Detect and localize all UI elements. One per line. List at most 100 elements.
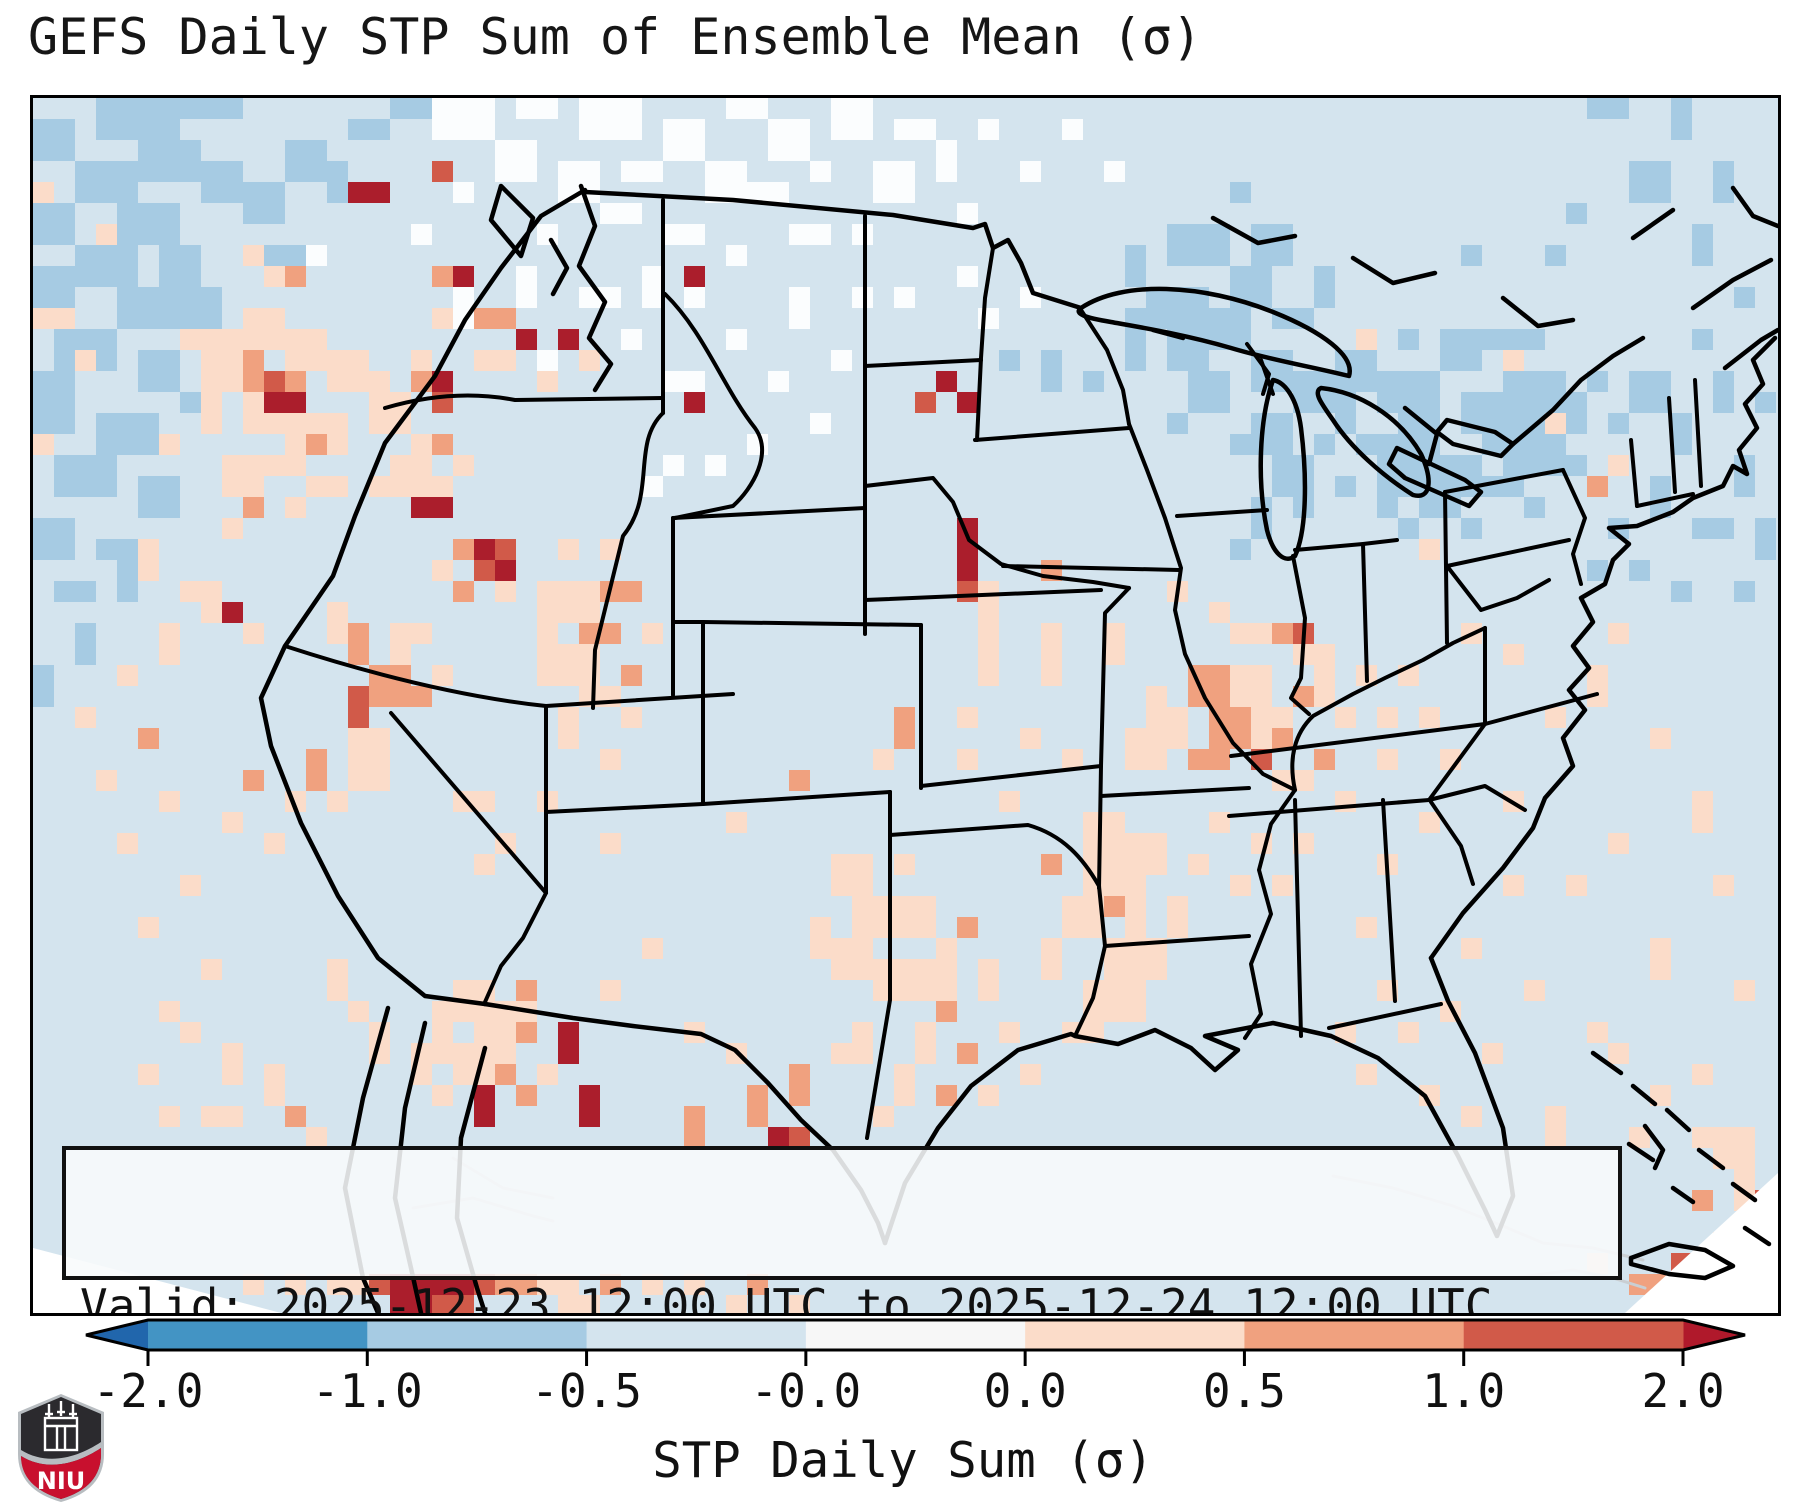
grid-cell [1272, 728, 1293, 749]
grid-cell [1167, 413, 1188, 434]
grid-cell [453, 539, 474, 560]
lake-ontario [1434, 417, 1516, 459]
grid-cell [1167, 707, 1188, 749]
colorbar-tick-label: -0.5 [531, 1364, 642, 1418]
grid-cell [726, 245, 747, 266]
us-coastline [258, 183, 1778, 1313]
grid-cell [1503, 875, 1524, 896]
grid-cell [264, 455, 306, 476]
grid-cell [75, 350, 96, 371]
grid-cell [1377, 749, 1398, 770]
grid-cell [1146, 833, 1167, 875]
grid-cell [978, 1085, 999, 1106]
grid-cell [54, 581, 96, 602]
grid-cell [1398, 1022, 1419, 1043]
colorbar-segment [367, 1320, 588, 1350]
grid-cell [600, 980, 621, 1001]
colorbar-segment [586, 1320, 807, 1350]
grid-cell [474, 560, 495, 581]
grid-cell [390, 623, 432, 644]
grid-cell [474, 350, 516, 371]
grid-cell [1188, 854, 1209, 875]
grid-cell [222, 602, 243, 623]
grid-cell [159, 434, 180, 455]
grid-cell [54, 455, 117, 497]
grid-cell [978, 959, 999, 1001]
grid-cell [1440, 329, 1482, 371]
grid-cell [285, 371, 306, 392]
grid-cell [1272, 875, 1293, 896]
map-panel: Valid: 2025-12-23 12:00 UTC to 2025-12-2… [30, 95, 1781, 1316]
grid-cell [957, 1043, 978, 1064]
grid-cell [348, 1001, 369, 1022]
grid-cell [726, 1295, 747, 1313]
grid-cell [579, 350, 600, 371]
grid-cell [243, 350, 264, 392]
grid-cell [243, 497, 264, 518]
grid-cell [1335, 392, 1356, 434]
grid-cell [33, 665, 54, 707]
grid-cell [33, 119, 75, 161]
grid-cell [1566, 455, 1587, 476]
grid-cell [1524, 980, 1545, 1001]
grid-cell [915, 896, 936, 938]
grid-cell [264, 266, 285, 287]
grid-cell [243, 623, 264, 644]
grid-cell [768, 371, 789, 392]
grid-cell [978, 581, 999, 686]
grid-cell [1524, 497, 1545, 518]
grid-cell [1461, 245, 1482, 266]
grid-cell [1545, 245, 1566, 266]
grid-cell [705, 455, 726, 476]
grid-cell [495, 308, 516, 329]
grid-cell [621, 329, 642, 350]
grid-cell [306, 434, 327, 455]
grid-cell [474, 854, 495, 875]
niu-logo-text: NIU [37, 1467, 86, 1495]
grid-cell [138, 539, 159, 581]
grid-cell [327, 602, 348, 644]
grid-cell [159, 1001, 180, 1022]
grid-cell [642, 623, 663, 644]
grid-cell [390, 665, 411, 707]
grid-cell [1545, 707, 1566, 728]
grid-cell [1692, 791, 1713, 833]
grid-cell [474, 308, 495, 329]
grid-cell [579, 1085, 600, 1127]
grid-cell [789, 1295, 810, 1313]
grid-cell [348, 686, 369, 728]
colorbar-over-arrow [1683, 1320, 1745, 1350]
grid-cell [1650, 476, 1671, 518]
grid-cell [1377, 497, 1398, 518]
grid-cell [1356, 1064, 1377, 1085]
grid-cell [852, 1022, 873, 1064]
grid-cell [96, 539, 138, 560]
grid-cell [33, 203, 75, 245]
grid-cell [495, 1064, 516, 1085]
grid-cell [369, 476, 390, 497]
grid-cell [33, 182, 54, 203]
grid-cell [1692, 518, 1734, 539]
grid-cell [936, 140, 957, 182]
grid-cell [768, 119, 810, 161]
grid-cell [75, 245, 138, 287]
grid-cell [831, 350, 852, 371]
grid-cell [453, 455, 474, 476]
grid-cell [432, 98, 495, 140]
grid-cell [516, 98, 558, 119]
grid-cell [894, 287, 915, 308]
grid-cell [432, 1001, 453, 1064]
grid-cell [936, 938, 957, 1001]
grid-cell [1209, 602, 1230, 623]
grid-cell [1629, 161, 1671, 203]
grid-cell [684, 392, 705, 413]
grid-cell [1041, 938, 1062, 980]
grid-cell [1482, 329, 1524, 350]
grid-cell [117, 560, 138, 602]
grid-cell [138, 1064, 159, 1085]
grid-cell [537, 1064, 558, 1085]
grid-cell [1755, 392, 1776, 413]
grid-cell [1230, 665, 1272, 707]
lake-superior [1076, 286, 1352, 379]
grid-cell [1125, 875, 1146, 938]
